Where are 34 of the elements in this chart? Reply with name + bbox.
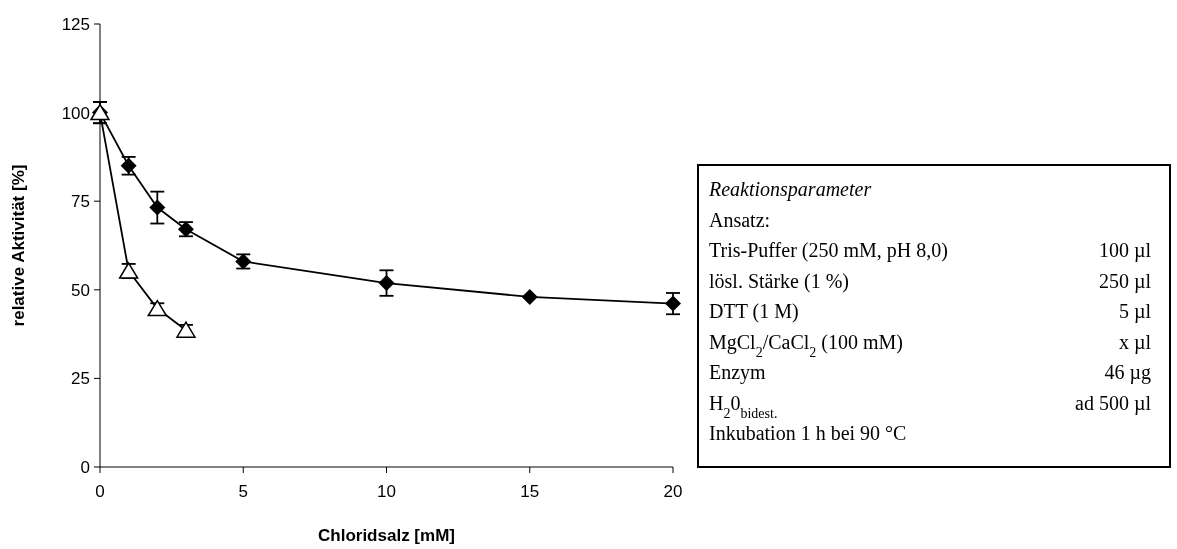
point xyxy=(378,275,395,292)
x-tick-label: 0 xyxy=(95,482,105,501)
x-tick-label: 5 xyxy=(238,482,248,501)
text: MgCl$_{2}$/CaCl$_{2}$ (100 mM) xyxy=(709,330,904,359)
text: DTT (1 M) xyxy=(709,300,799,323)
point xyxy=(176,321,196,338)
y-axis-title: relative Aktivität [%] xyxy=(9,164,28,327)
y-tick-label: 25 xyxy=(71,369,90,389)
y-tick-label: 50 xyxy=(71,280,90,300)
y-tick-label: 100 xyxy=(61,103,90,123)
point xyxy=(149,199,166,216)
text: 46 µg xyxy=(1104,361,1151,384)
text: Tris-Puffer (250 mM, pH 8,0) xyxy=(709,239,948,262)
x-axis-title: Chloridsalz [mM] xyxy=(318,526,455,545)
point xyxy=(147,299,168,317)
x-tick-label: 15 xyxy=(520,482,540,501)
text: ad 500 µl xyxy=(1075,391,1152,415)
y-tick-label: 0 xyxy=(80,457,90,477)
text: Enzym xyxy=(709,361,767,384)
text: lösl. Stärke (1 %) xyxy=(709,269,849,293)
text: H$_{2}$0$_{bidest.}$ xyxy=(709,391,778,420)
text: 5 µl xyxy=(1118,300,1152,323)
text: x µl xyxy=(1118,330,1152,354)
text: Inkubation 1 h bei 90 °C xyxy=(709,422,907,444)
text: 100 µl xyxy=(1098,239,1152,262)
y-tick-label: 75 xyxy=(71,192,90,212)
y-tick-label: 125 xyxy=(61,14,90,34)
point xyxy=(665,295,681,312)
x-tick-label: 10 xyxy=(377,482,396,501)
x-tick-label: 20 xyxy=(663,482,683,501)
text: 250 µl xyxy=(1098,269,1152,293)
text: Ansatz: xyxy=(709,208,771,231)
text: Reaktionsparameter xyxy=(708,178,872,201)
point xyxy=(521,288,538,305)
